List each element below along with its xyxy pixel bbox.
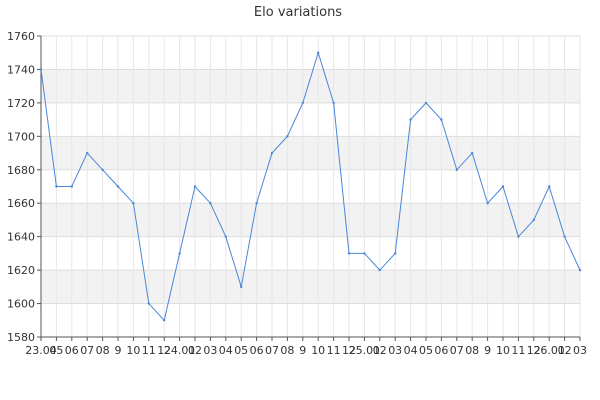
data-point [147,302,150,305]
x-tick-label: 08 [280,344,294,357]
x-tick-label: 9 [115,344,122,357]
x-tick-label: 02 [558,344,572,357]
data-point [548,185,551,188]
axes [40,36,580,338]
x-tick-label: 03 [388,344,402,357]
x-tick-label: 10 [496,344,510,357]
y-tick-label: 1720 [7,97,35,110]
x-tick-label: 05 [419,344,433,357]
x-tick-label: 12 [157,344,171,357]
x-tick-label: 11 [511,344,525,357]
x-tick-label: 07 [265,344,279,357]
y-tick-label: 1600 [7,298,35,311]
x-tick-label: 10 [126,344,140,357]
y-tick-label: 1580 [7,331,35,344]
chart-title: Elo variations [254,5,342,20]
y-tick-label: 1680 [7,164,35,177]
x-tick-label: 08 [465,344,479,357]
y-tick-label: 1620 [7,264,35,277]
grid-band [41,203,580,237]
data-point [39,68,43,71]
data-point [270,151,274,155]
x-tick-label: 07 [80,344,94,357]
x-tick-label: 24.01 [164,344,196,357]
x-tick-label: 06 [65,344,79,357]
x-tick-label: 02 [373,344,387,357]
x-tick-label: 9 [299,344,306,357]
data-point [409,118,412,121]
data-point [86,151,89,155]
data-point [332,101,335,105]
grid-band [41,69,580,103]
x-tick-label: 05 [234,344,248,357]
data-point [286,135,289,138]
x-tick-label: 12 [527,344,541,357]
series-line [40,51,581,322]
x-tick-label: 12 [342,344,356,357]
grid-band [41,136,580,170]
y-tick-label: 1640 [7,231,35,244]
data-point [209,202,212,205]
x-tick-label: 10 [311,344,325,357]
x-tick-label: 9 [484,344,491,357]
data-point [501,185,505,188]
y-axis-ticks: 1580 1600 1620 1640 1660 1680 1700 1720 1740 1760 [7,30,41,344]
x-tick-label: 11 [327,344,341,357]
x-tick-label: 08 [96,344,110,357]
data-point [55,185,58,188]
data-point [178,252,181,255]
data-point [193,185,197,188]
data-point [486,202,489,205]
data-point [563,235,566,238]
x-tick-label: 11 [142,344,156,357]
data-point [471,151,474,155]
grid-band [41,270,580,304]
x-tick-label: 04 [404,344,418,357]
data-point [347,252,351,255]
data-point [517,235,520,238]
data-point [163,319,166,322]
y-tick-label: 1760 [7,30,35,43]
y-tick-label: 1740 [7,63,35,76]
data-point [240,285,243,289]
data-point [378,268,381,272]
data-point [363,252,366,255]
y-tick-label: 1700 [7,130,35,143]
background-bands [41,69,580,304]
x-tick-label: 06 [250,344,264,357]
data-point [455,168,458,171]
data-point [70,185,74,188]
x-tick-label: 23.04 [25,344,57,357]
x-tick-label: 26.01 [533,344,565,357]
data-point [116,185,120,188]
data-point [255,202,258,205]
x-tick-label: 04 [219,344,233,357]
data-point [394,252,397,255]
data-point [101,168,104,171]
data-point [301,101,304,105]
x-tick-label: 03 [573,344,587,357]
data-point [132,202,135,205]
data-point [578,268,582,272]
plot-area [39,51,582,322]
x-tick-label: 05 [49,344,63,357]
data-point [424,101,428,105]
x-tick-label: 02 [188,344,202,357]
x-tick-label: 07 [450,344,464,357]
data-point [440,118,443,121]
y-tick-label: 1660 [7,197,35,210]
data-point [317,51,320,54]
x-tick-label: 06 [434,344,448,357]
x-tick-label: 25.01 [349,344,381,357]
x-tick-label: 03 [203,344,217,357]
data-point [224,235,227,238]
data-point [532,218,535,222]
